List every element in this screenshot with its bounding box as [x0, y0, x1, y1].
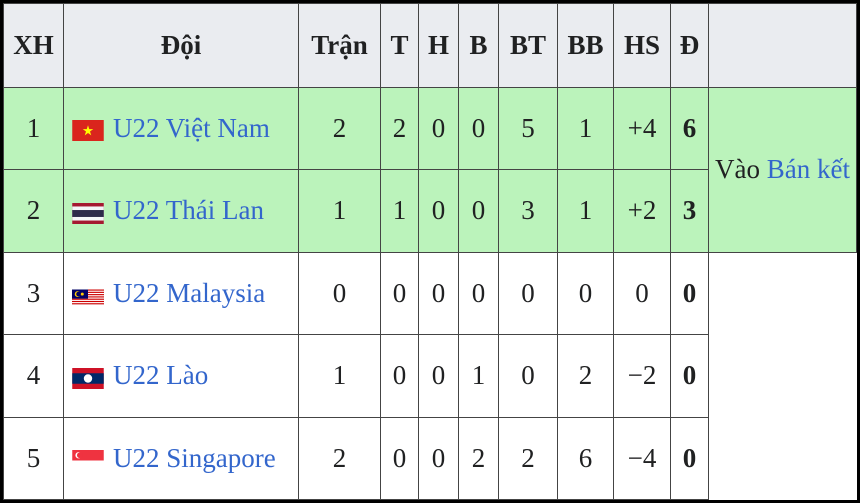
drawn-cell: 0	[418, 334, 459, 418]
played-cell: 1	[298, 334, 381, 418]
played-cell: 2	[298, 416, 381, 500]
drawn-cell: 0	[418, 169, 459, 253]
lost-cell: 2	[458, 416, 499, 500]
goal-difference-cell: 0	[613, 251, 671, 335]
points-cell: 6	[670, 86, 709, 170]
header-won: T	[380, 3, 419, 88]
header-team: Đội	[63, 3, 299, 88]
won-cell: 0	[380, 416, 419, 500]
qualification-note: Vào Bán kết	[708, 86, 857, 253]
played-cell: 1	[298, 169, 381, 253]
team-link[interactable]: U22 Singapore	[113, 442, 276, 473]
goals-for-cell: 5	[498, 86, 558, 170]
points-cell: 0	[670, 416, 709, 500]
lost-cell: 0	[458, 251, 499, 335]
goals-for-cell: 2	[498, 416, 558, 500]
thailand-flag-icon	[72, 200, 104, 224]
rank-cell: 2	[3, 169, 64, 253]
header-goals-against: BB	[557, 3, 614, 88]
qualification-prefix: Vào	[715, 153, 767, 184]
goal-difference-cell: −4	[613, 416, 671, 500]
team-link[interactable]: U22 Lào	[113, 360, 209, 391]
drawn-cell: 0	[418, 416, 459, 500]
won-cell: 2	[380, 86, 419, 170]
team-link[interactable]: U22 Thái Lan	[113, 195, 264, 226]
team-cell: U22 Malaysia	[63, 251, 299, 335]
table-row: 5 U22 Singapore 2 0 0 2 2 6 −4 0	[3, 416, 857, 500]
table-row: 2 U22 Thái Lan 1 1 0 0 3 1 +2 3	[3, 169, 857, 253]
team-cell: U22 Lào	[63, 334, 299, 418]
played-cell: 0	[298, 251, 381, 335]
played-cell: 2	[298, 86, 381, 170]
goal-difference-cell: +2	[613, 169, 671, 253]
won-cell: 0	[380, 251, 419, 335]
rank-cell: 3	[3, 251, 64, 335]
header-drawn: H	[418, 3, 459, 88]
goals-for-cell: 3	[498, 169, 558, 253]
drawn-cell: 0	[418, 86, 459, 170]
won-cell: 1	[380, 169, 419, 253]
header-goals-for: BT	[498, 3, 558, 88]
header-played: Trận	[298, 3, 381, 88]
table-row: 4 U22 Lào 1 0 0 1 0 2 −2 0	[3, 334, 857, 418]
goals-against-cell: 1	[557, 169, 614, 253]
singapore-flag-icon	[72, 447, 104, 472]
drawn-cell: 0	[418, 251, 459, 335]
goals-against-cell: 0	[557, 251, 614, 335]
points-cell: 3	[670, 169, 709, 253]
lost-cell: 0	[458, 86, 499, 170]
goals-against-cell: 1	[557, 86, 614, 170]
points-cell: 0	[670, 251, 709, 335]
team-link[interactable]: U22 Việt Nam	[113, 112, 270, 143]
points-cell: 0	[670, 334, 709, 418]
header-row: XH Đội Trận T H B BT BB HS Đ	[3, 3, 857, 88]
standings-table: XH Đội Trận T H B BT BB HS Đ 1 U22 Việt N…	[3, 3, 857, 500]
header-lost: B	[458, 3, 499, 88]
won-cell: 0	[380, 334, 419, 418]
goal-difference-cell: −2	[613, 334, 671, 418]
header-points: Đ	[670, 3, 709, 88]
team-cell: U22 Việt Nam	[63, 86, 299, 170]
goals-against-cell: 2	[557, 334, 614, 418]
goals-for-cell: 0	[498, 334, 558, 418]
lost-cell: 0	[458, 169, 499, 253]
malaysia-flag-icon	[72, 282, 104, 306]
team-cell: U22 Thái Lan	[63, 169, 299, 253]
goals-against-cell: 6	[557, 416, 614, 500]
rank-cell: 1	[3, 86, 64, 170]
header-goal-difference: HS	[613, 3, 671, 88]
header-notes	[708, 3, 857, 88]
table-row: 3 U22 Malaysia 0 0 0 0 0 0 0 0	[3, 251, 857, 500]
laos-flag-icon	[72, 365, 104, 389]
team-cell: U22 Singapore	[63, 416, 299, 500]
rank-cell: 4	[3, 334, 64, 418]
standings-table-container: XH Đội Trận T H B BT BB HS Đ 1 U22 Việt N…	[3, 3, 857, 500]
goals-for-cell: 0	[498, 251, 558, 335]
empty-note-cell	[708, 251, 857, 500]
goal-difference-cell: +4	[613, 86, 671, 170]
semifinal-link[interactable]: Bán kết	[766, 153, 850, 184]
lost-cell: 1	[458, 334, 499, 418]
team-link[interactable]: U22 Malaysia	[113, 277, 266, 308]
rank-cell: 5	[3, 416, 64, 500]
table-row: 1 U22 Việt Nam 2 2 0 0 5 1 +4 6 Vào Bán kết	[3, 86, 857, 253]
header-rank: XH	[3, 3, 64, 88]
vietnam-flag-icon	[72, 117, 104, 142]
